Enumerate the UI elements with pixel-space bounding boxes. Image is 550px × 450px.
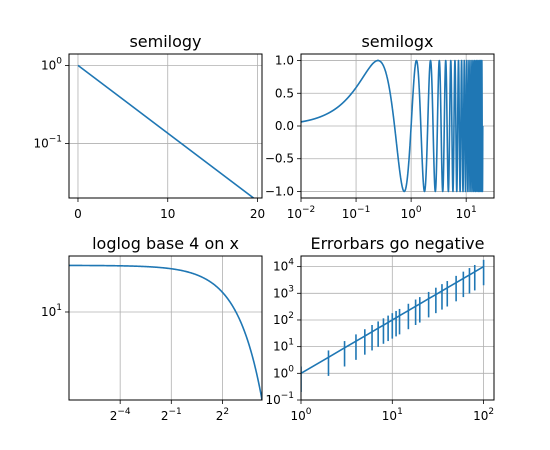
- tick-label-base: 10: [287, 207, 302, 221]
- tick-label-exponent: −1: [168, 407, 181, 417]
- x-tick-label: 20: [250, 207, 265, 221]
- tick-label-exponent: −1: [281, 391, 294, 401]
- error-bars: [301, 259, 485, 392]
- x-tick-label: 10: [160, 207, 175, 221]
- y-tick-label: 0.0: [275, 119, 294, 133]
- tick-label-exponent: 0: [416, 205, 422, 215]
- subplot-title: semilogy: [129, 32, 201, 51]
- tick-label-exponent: 1: [397, 407, 403, 417]
- y-tick-label: 1.0: [275, 54, 294, 68]
- x-tick-label: 10−1: [342, 205, 371, 221]
- tick-label-exponent: 2: [288, 311, 294, 321]
- tick-label-exponent: 1: [56, 303, 62, 313]
- x-tick-label: 2−4: [110, 407, 131, 423]
- tick-label-base: 10: [273, 313, 288, 327]
- subplot-title: Errorbars go negative: [311, 234, 485, 253]
- tick-label-base: 10: [41, 58, 56, 72]
- y-tick-label: 102: [273, 311, 294, 327]
- tick-label-exponent: −1: [49, 134, 62, 144]
- y-tick-label: 100: [273, 364, 294, 380]
- y-tick-label: −0.5: [265, 152, 294, 166]
- y-tick-label: 101: [41, 303, 62, 319]
- y-tick-label: 0.5: [275, 86, 294, 100]
- tick-label-base: 10: [473, 409, 488, 423]
- tick-label-exponent: 0: [288, 364, 294, 374]
- tick-label-exponent: 2: [223, 407, 229, 417]
- tick-label-base: 10: [265, 393, 280, 407]
- tick-label-base: 10: [273, 260, 288, 274]
- y-tick-label: −1.0: [265, 184, 294, 198]
- tick-label-base: 10: [41, 305, 56, 319]
- tick-label-base: 10: [273, 340, 288, 354]
- y-tick-label: 104: [273, 258, 294, 274]
- tick-label-exponent: 1: [288, 338, 294, 348]
- axes-frame: [300, 255, 495, 401]
- tick-label-base: 10: [33, 136, 48, 150]
- y-tick-label: 10−1: [33, 134, 62, 150]
- x-tick-label: 0: [74, 207, 82, 221]
- axes-frame: [68, 255, 263, 401]
- x-tick-label: 102: [473, 407, 494, 423]
- tick-label-exponent: 2: [488, 407, 494, 417]
- tick-label-exponent: −1: [357, 205, 370, 215]
- y-tick-label: 103: [273, 284, 294, 300]
- data-line: [301, 265, 485, 375]
- data-line: [77, 64, 255, 198]
- tick-label-exponent: 4: [288, 258, 294, 268]
- tick-label-base: 2: [216, 409, 224, 423]
- tick-label-base: 2: [110, 409, 118, 423]
- x-tick-label: 101: [382, 407, 403, 423]
- tick-label-base: 2: [161, 409, 169, 423]
- data-line: [69, 264, 262, 400]
- subplot-title: loglog base 4 on x: [92, 234, 239, 253]
- tick-label-base: 10: [273, 286, 288, 300]
- x-tick-label: 22: [216, 407, 229, 423]
- tick-label-base: 10: [456, 207, 471, 221]
- x-tick-label: 100: [290, 407, 311, 423]
- tick-label-exponent: 0: [56, 56, 62, 66]
- x-tick-label: 2−1: [161, 407, 182, 423]
- tick-label-base: 10: [382, 409, 397, 423]
- tick-label-base: 10: [401, 207, 416, 221]
- tick-label-exponent: 0: [306, 407, 312, 417]
- tick-label-exponent: −2: [302, 205, 315, 215]
- y-tick-label: 10−1: [265, 391, 294, 407]
- tick-label-base: 10: [342, 207, 357, 221]
- axes-frame: [68, 53, 263, 199]
- x-tick-label: 100: [401, 205, 422, 221]
- x-tick-label: 101: [456, 205, 477, 221]
- x-tick-label: 10−2: [287, 205, 316, 221]
- y-tick-label: 101: [273, 338, 294, 354]
- y-tick-label: 100: [41, 56, 62, 72]
- tick-label-exponent: −4: [117, 407, 131, 417]
- tick-label-base: 10: [290, 409, 305, 423]
- data-line: [301, 59, 484, 193]
- tick-label-exponent: 3: [288, 284, 294, 294]
- tick-label-exponent: 1: [471, 205, 477, 215]
- subplot-title: semilogx: [361, 32, 433, 51]
- tick-label-base: 10: [273, 366, 288, 380]
